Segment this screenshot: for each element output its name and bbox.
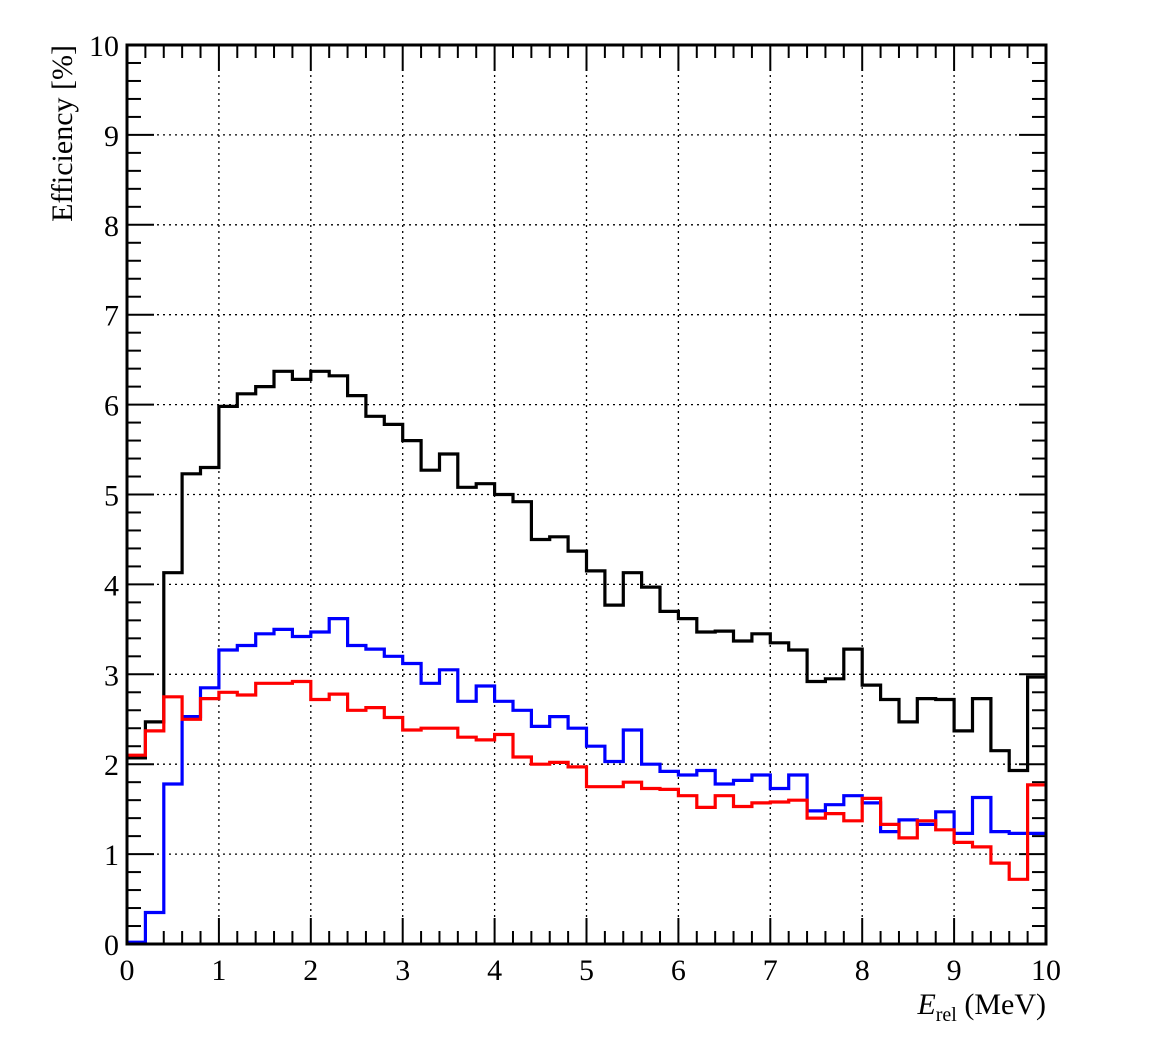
y-tick-label: 2 — [104, 749, 119, 782]
x-axis-title-unit: (MeV) — [957, 988, 1046, 1021]
series-lines — [127, 369, 1046, 944]
y-axis-title: Efficiency [%] — [46, 45, 79, 222]
y-tick-label: 4 — [104, 569, 119, 602]
x-tick-label: 1 — [211, 954, 226, 987]
x-tick-label: 5 — [579, 954, 594, 987]
y-tick-label: 0 — [104, 929, 119, 962]
y-tick-label: 7 — [104, 300, 119, 333]
y-tick-label: 3 — [104, 659, 119, 692]
series-line-2 — [127, 679, 1046, 881]
y-tick-label: 10 — [89, 30, 119, 63]
x-tick-label: 6 — [671, 954, 686, 987]
series-line-0 — [127, 369, 1046, 773]
x-tick-label: 4 — [487, 954, 502, 987]
plot-frame — [125, 43, 1048, 946]
x-tick-label: 9 — [947, 954, 962, 987]
x-tick-label: 3 — [395, 954, 410, 987]
x-axis-title-symbol: E — [916, 988, 935, 1021]
x-tick-label: 0 — [120, 954, 135, 987]
y-tick-label: 1 — [104, 839, 119, 872]
x-axis-title-subscript: rel — [936, 1004, 958, 1026]
x-tick-label: 7 — [763, 954, 778, 987]
y-tick-label: 5 — [104, 480, 119, 513]
y-tick-labels: 0 1 2 3 4 5 6 7 8 9 10 — [89, 30, 119, 962]
x-tick-label: 8 — [855, 954, 870, 987]
x-axis-title: Erel (MeV) — [916, 988, 1046, 1026]
x-tick-labels: 0 1 2 3 4 5 6 7 8 9 10 — [120, 954, 1062, 987]
y-tick-label: 8 — [104, 210, 119, 243]
x-tick-label: 10 — [1031, 954, 1061, 987]
y-tick-label: 6 — [104, 390, 119, 423]
y-tick-label: 9 — [104, 120, 119, 153]
x-tick-label: 2 — [303, 954, 318, 987]
